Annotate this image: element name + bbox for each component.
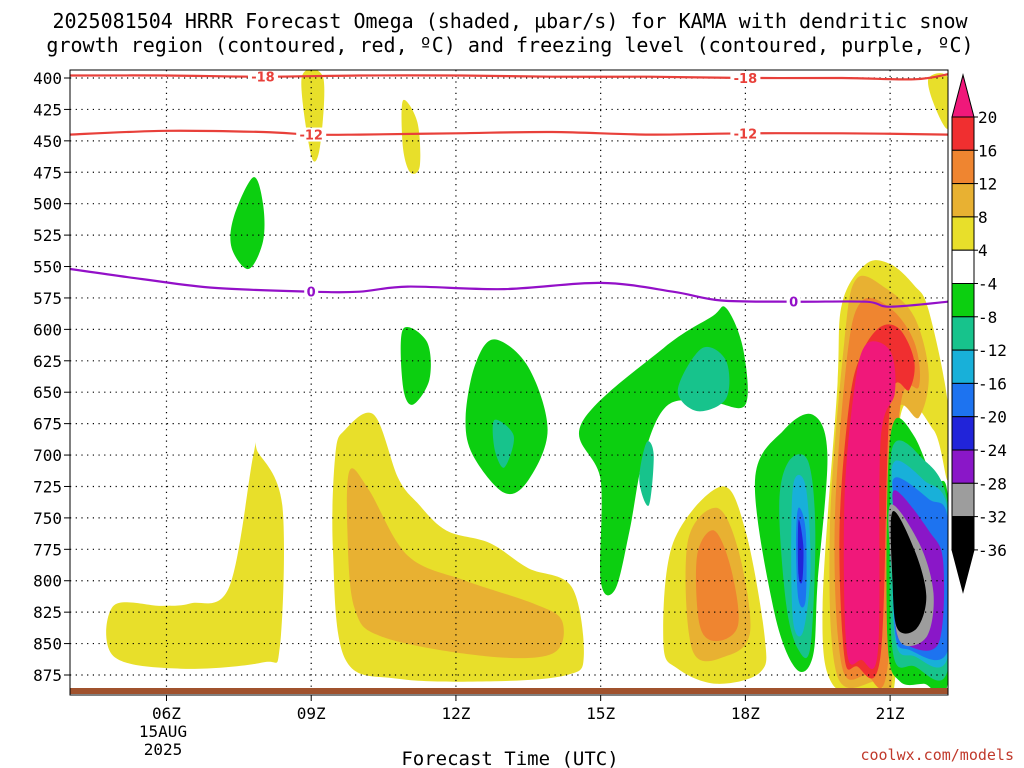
- omega-region-8: [639, 441, 654, 506]
- plot-frame: [69, 69, 949, 696]
- colorbar-swatch-7: [951, 349, 975, 384]
- y-tick-label: 550: [33, 258, 62, 277]
- contour-label-bg: [786, 294, 801, 309]
- contour-label: 0: [307, 286, 316, 301]
- contour-label-bg: [730, 71, 761, 85]
- y-tick-label: 400: [33, 69, 62, 88]
- colorbar-label: 8: [978, 208, 988, 227]
- y-tick-label: 425: [33, 100, 62, 119]
- y-tick-label: 800: [33, 572, 62, 591]
- x-tick-label: 15Z: [586, 704, 615, 723]
- colorbar-label: -36: [978, 541, 1007, 560]
- colorbar-label: 20: [978, 108, 997, 127]
- colorbar-label: -8: [978, 308, 997, 327]
- colorbar-swatch-10: [951, 449, 975, 484]
- colorbar-label: -24: [978, 441, 1007, 460]
- plot-area: -18 -18 -12 -12 0 0: [69, 69, 949, 696]
- contour-label: -18: [734, 72, 758, 87]
- omega-region-32: [927, 73, 948, 129]
- colorbar-label: 4: [978, 241, 988, 260]
- colorbar-swatch-12: [951, 516, 975, 551]
- y-tick-label: 750: [33, 509, 62, 528]
- omega-region-3: [400, 327, 431, 405]
- colorbar-swatch-1: [951, 149, 975, 185]
- y-tick-label: 675: [33, 415, 62, 434]
- contour-label-bg: [296, 127, 327, 142]
- y-axis: 400 425 450 475 500 525 550 575 600 625 650 675 700 7…: [33, 69, 70, 685]
- y-tick-label: 775: [33, 540, 62, 559]
- y-tick-label: 700: [33, 446, 62, 465]
- contour-label: -18: [251, 71, 275, 86]
- y-tick-label: 725: [33, 477, 62, 496]
- colorbar-legend: 20 16 12 8 4 -4 -8 -12 -16 -20 -24 -28 -32 -36: [951, 73, 1007, 594]
- omega-region-7: [677, 346, 730, 412]
- contour-label-bg: [247, 70, 278, 84]
- y-tick-label: 650: [33, 383, 62, 402]
- x-axis-label: Forecast Time (UTC): [401, 748, 618, 768]
- temperature-contours: -18 -18 -12 -12 0 0: [70, 70, 948, 311]
- x-tick-label: 12Z: [441, 704, 470, 723]
- y-tick-label: 475: [33, 163, 62, 182]
- colorbar-label: -32: [978, 508, 1007, 527]
- contour-line-0: [70, 73, 948, 81]
- date-label-day: 15AUG: [139, 722, 187, 741]
- y-tick-label: 525: [33, 226, 62, 245]
- colorbar-label: -12: [978, 341, 1007, 360]
- chart-title-line1: 2025081504 HRRR Forecast Omega (shaded, …: [52, 9, 968, 33]
- y-tick-label: 450: [33, 132, 62, 151]
- colorbar-swatch-8: [951, 382, 975, 418]
- contour-line-2: [70, 267, 948, 308]
- omega-region-2: [230, 177, 265, 270]
- contour-label: -12: [734, 127, 758, 142]
- x-tick-label: 21Z: [876, 704, 905, 723]
- contour-label: -12: [299, 129, 323, 144]
- colorbar-label: -20: [978, 408, 1007, 427]
- colorbar-swatch-5: [951, 283, 975, 318]
- omega-region-1: [401, 99, 421, 174]
- contour-label-bg: [730, 126, 761, 141]
- omega-region-14: [695, 530, 739, 642]
- omega-region-11: [346, 468, 564, 659]
- colorbar-swatch-3: [951, 216, 975, 251]
- y-tick-label: 850: [33, 635, 62, 654]
- chart-title-line2: growth region (contoured, red, ºC) and f…: [46, 33, 973, 57]
- colorbar-label: -28: [978, 474, 1007, 493]
- credit-link[interactable]: coolwx.com/models: [860, 746, 1014, 764]
- colorbar-swatch-2: [951, 183, 975, 218]
- omega-region-31: [890, 510, 927, 634]
- colorbar-label: 12: [978, 175, 997, 194]
- colorbar-label: -4: [978, 275, 997, 294]
- colorbar-label: -16: [978, 374, 1007, 393]
- y-tick-label: 875: [33, 666, 62, 685]
- x-axis: 06Z 09Z 12Z 15Z 18Z 21Z: [152, 695, 905, 723]
- x-tick-label: 18Z: [731, 704, 760, 723]
- contour-label-bg: [304, 284, 319, 299]
- colorbar-swatch-11: [951, 482, 975, 518]
- colorbar-swatch-4: [951, 249, 975, 284]
- y-tick-label: 625: [33, 352, 62, 371]
- omega-region-5: [492, 419, 515, 468]
- contour-label: 0: [789, 296, 798, 311]
- colorbar-bottom-arrow: [951, 549, 975, 594]
- y-tick-label: 600: [33, 320, 62, 339]
- colorbar-swatch-0: [951, 116, 975, 151]
- x-tick-label: 06Z: [152, 704, 181, 723]
- y-tick-label: 575: [33, 289, 62, 308]
- colorbar-swatch-6: [951, 316, 975, 351]
- colorbar-swatch-9: [951, 416, 975, 451]
- date-label-year: 2025: [144, 740, 183, 759]
- contour-line-1: [70, 129, 948, 136]
- colorbar-label: 16: [978, 141, 997, 160]
- grid-dots: [70, 70, 948, 695]
- y-tick-label: 500: [33, 195, 62, 214]
- y-tick-label: 825: [33, 603, 62, 622]
- x-tick-label: 09Z: [297, 704, 326, 723]
- omega-region-19: [797, 519, 804, 584]
- ground-strip: [70, 688, 948, 694]
